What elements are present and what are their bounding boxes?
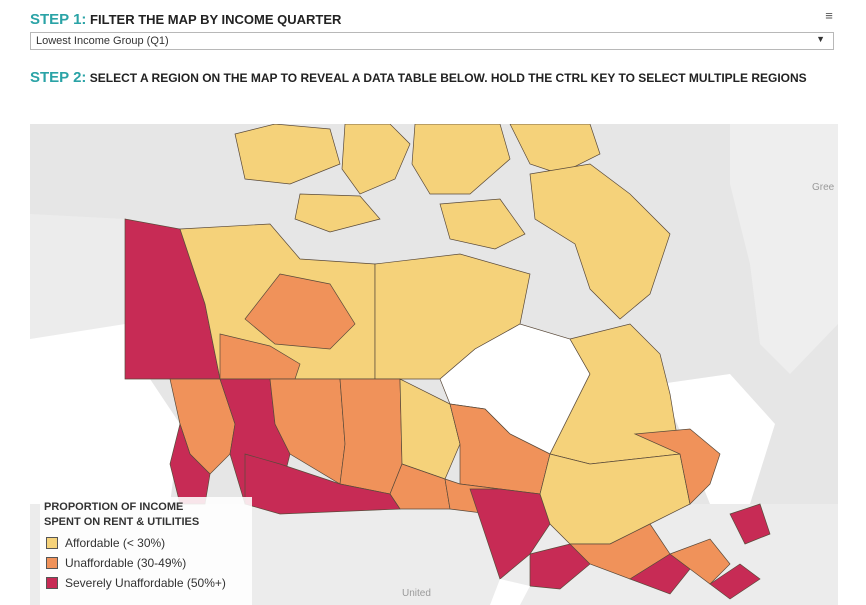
region-southern-ontario[interactable] <box>469 488 551 580</box>
region-gta[interactable] <box>529 543 591 590</box>
map-label-greenland: Gree <box>812 182 835 193</box>
legend-title: PROPORTION OF INCOME SPENT ON RENT & UTI… <box>44 500 244 530</box>
ontario[interactable] <box>444 403 591 590</box>
alaska-region <box>30 214 125 339</box>
legend-label-severe: Severely Unaffordable (50%+) <box>65 576 226 590</box>
legend-item-severely-unaffordable[interactable]: Severely Unaffordable (50%+) <box>46 576 226 590</box>
region-new-brunswick[interactable] <box>669 538 731 585</box>
arctic-islands[interactable] <box>234 124 671 320</box>
legend-title-line-1: PROPORTION OF INCOME <box>44 501 184 513</box>
map-legend: PROPORTION OF INCOME SPENT ON RENT & UTI… <box>40 497 252 605</box>
region-newfoundland[interactable] <box>729 503 771 545</box>
legend-title-line-2: SPENT ON RENT & UTILITIES <box>44 516 200 528</box>
region-manitoba-north[interactable] <box>399 378 461 480</box>
western-provinces[interactable] <box>169 378 461 515</box>
legend-swatch-affordable <box>46 537 58 549</box>
region-manitoba-south[interactable] <box>389 463 451 510</box>
map-canvas[interactable] <box>30 124 838 605</box>
step-2-label: STEP 2: <box>30 69 87 86</box>
income-quarter-selected: Lowest Income Group (Q1) <box>36 35 169 47</box>
step-1-heading: STEP 1: FILTER THE MAP BY INCOME QUARTER <box>30 11 341 28</box>
income-quarter-dropdown[interactable]: Lowest Income Group (Q1) ▼ <box>30 32 834 50</box>
step-2-text: SELECT A REGION ON THE MAP TO REVEAL A D… <box>89 71 807 85</box>
region-nwt-south[interactable] <box>219 333 301 380</box>
legend-item-affordable[interactable]: Affordable (< 30%) <box>46 536 165 550</box>
great-lakes <box>490 579 530 605</box>
step-2-heading: STEP 2: SELECT A REGION ON THE MAP TO RE… <box>30 69 807 86</box>
legend-swatch-severe <box>46 577 58 589</box>
legend-label-affordable: Affordable (< 30%) <box>65 536 166 550</box>
step-1-text: FILTER THE MAP BY INCOME QUARTER <box>90 12 342 27</box>
region-nwt-central[interactable] <box>244 273 356 350</box>
hamburger-icon[interactable]: ≡ <box>825 8 833 23</box>
chevron-down-icon[interactable]: ▼ <box>816 34 825 44</box>
legend-label-unaffordable: Unaffordable (30-49%) <box>65 556 187 570</box>
step-1-label: STEP 1: <box>30 11 87 28</box>
region-nova-scotia[interactable] <box>709 563 761 600</box>
northern-territories[interactable] <box>124 218 531 380</box>
legend-item-unaffordable[interactable]: Unaffordable (30-49%) <box>46 556 186 570</box>
region-saskatchewan[interactable] <box>339 378 403 495</box>
region-labrador[interactable] <box>633 428 721 505</box>
map-label-united-states: United <box>402 588 431 599</box>
legend-swatch-unaffordable <box>46 557 58 569</box>
greenland-region <box>730 124 838 374</box>
choropleth-map[interactable]: Gree United <box>30 124 838 605</box>
atlantic-ocean <box>660 374 775 504</box>
